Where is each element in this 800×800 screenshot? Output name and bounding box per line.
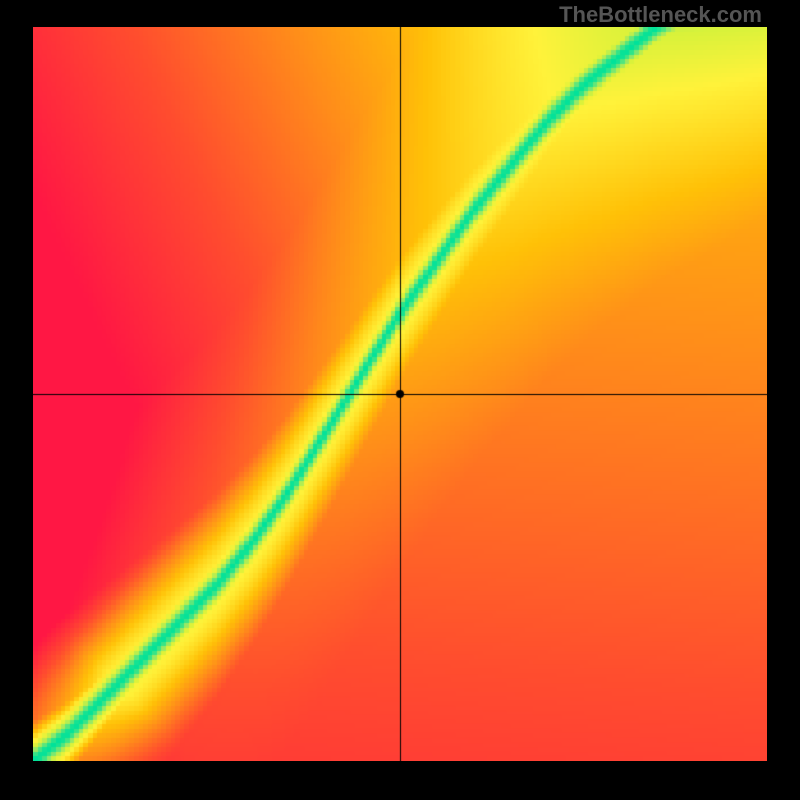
heatmap-canvas [33, 27, 767, 761]
plot-container [33, 27, 767, 761]
attribution-label: TheBottleneck.com [559, 2, 762, 28]
chart-frame: TheBottleneck.com [0, 0, 800, 800]
